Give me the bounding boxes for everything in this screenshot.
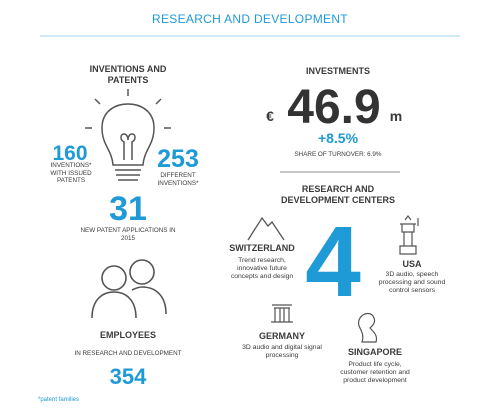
center-description: 3D audio, speech processing and sound co…: [378, 271, 446, 294]
employees-label: IN RESEARCH AND DEVELOPMENT: [74, 350, 182, 357]
unit: m: [389, 108, 403, 124]
investments-heading: INVESTMENTS: [305, 66, 370, 76]
mountain-icon: [247, 216, 285, 241]
center-name: USA: [402, 259, 422, 269]
applications-label: NEW PATENT APPLICATIONS IN 2015: [80, 227, 176, 242]
centers-count: 4: [305, 206, 361, 318]
issued-label: INVENTIONS* WITH ISSUED PATENTS: [50, 162, 92, 184]
title: RESEARCH AND DEVELOPMENT: [152, 12, 348, 26]
people-icon: [91, 259, 167, 319]
employees-value: 354: [109, 364, 147, 389]
different-label: DIFFERENT INVENTIONS*: [157, 172, 199, 187]
liberty-icon: [399, 215, 419, 255]
center-description: Trend research, innovative future concep…: [230, 257, 294, 280]
center-description: 3D audio and digital signal processing: [242, 344, 322, 359]
applications-value: 31: [109, 190, 147, 228]
employees-heading: EMPLOYEES: [99, 330, 156, 340]
different-value: 253: [157, 145, 199, 173]
center-name: SWITZERLAND: [229, 243, 295, 253]
footnote: *patent families: [38, 397, 80, 403]
centers-heading: RESEARCH AND DEVELOPMENT CENTERS: [280, 184, 395, 205]
investment-change: +8.5%: [317, 130, 359, 146]
merlion-icon: [357, 312, 378, 343]
investment-value: 46.9: [287, 81, 381, 134]
issued-value: 160: [52, 142, 88, 165]
inventions-heading: INVENTIONS AND PATENTS: [89, 64, 167, 85]
gate-icon: [271, 304, 293, 323]
center-name: SINGAPORE: [347, 347, 402, 357]
currency: €: [266, 108, 274, 124]
investment-share: SHARE OF TURNOVER: 6.9%: [294, 151, 382, 158]
center-description: Product life cycle, customer retention a…: [340, 361, 410, 384]
center-name: GERMANY: [258, 331, 305, 341]
bulb-icon: [85, 89, 171, 181]
